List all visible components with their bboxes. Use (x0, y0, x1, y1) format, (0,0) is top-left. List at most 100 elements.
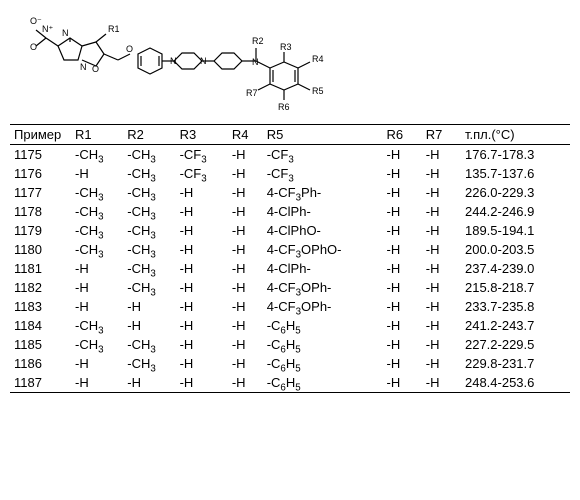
cell-r3: -H (176, 259, 228, 278)
cell-r1: -CH3 (71, 202, 123, 221)
cell-r6: -H (383, 278, 422, 297)
label-r1: R1 (108, 24, 120, 34)
atom-o: O (30, 42, 37, 52)
cell-r5: 4-CF3OPh- (263, 278, 383, 297)
cell-r7: -H (422, 354, 461, 373)
cell-ex: 1186 (10, 354, 71, 373)
cell-r4: -H (228, 316, 263, 335)
cell-r7: -H (422, 164, 461, 183)
cell-r5: -C6H5 (263, 316, 383, 335)
cell-r1: -H (71, 373, 123, 393)
cell-r1: -CH3 (71, 240, 123, 259)
cell-r1: -H (71, 354, 123, 373)
col-r1: R1 (71, 125, 123, 145)
cell-r4: -H (228, 278, 263, 297)
atom-n: N (170, 56, 177, 66)
cell-r4: -H (228, 202, 263, 221)
cell-r5: -CF3 (263, 145, 383, 165)
cell-r3: -H (176, 297, 228, 316)
chemical-structure: O⁻ O N⁺ N N O O N N N R1 R2 R3 R4 R5 R6 … (20, 10, 380, 115)
col-r4: R4 (228, 125, 263, 145)
col-r5: R5 (263, 125, 383, 145)
atom-o: O (126, 44, 133, 54)
cell-mp: 176.7-178.3 (461, 145, 570, 165)
cell-r3: -H (176, 354, 228, 373)
cell-ex: 1177 (10, 183, 71, 202)
cell-r4: -H (228, 297, 263, 316)
atom-n: N (200, 56, 207, 66)
cell-mp: 226.0-229.3 (461, 183, 570, 202)
table-row: 1187-H-H-H-H-C6H5-H-H248.4-253.6 (10, 373, 570, 393)
atom-n: N (62, 28, 69, 38)
compound-table: Пример R1 R2 R3 R4 R5 R6 R7 т.пл.(°C) 11… (10, 124, 570, 393)
label-r5: R5 (312, 86, 324, 96)
cell-r2: -CH3 (123, 202, 175, 221)
cell-r2: -CH3 (123, 259, 175, 278)
cell-r5: 4-ClPh- (263, 202, 383, 221)
table-row: 1179-CH3-CH3-H-H4-ClPhO--H-H189.5-194.1 (10, 221, 570, 240)
cell-r6: -H (383, 164, 422, 183)
cell-r1: -CH3 (71, 221, 123, 240)
cell-r7: -H (422, 221, 461, 240)
cell-r1: -H (71, 297, 123, 316)
cell-r6: -H (383, 221, 422, 240)
cell-r6: -H (383, 335, 422, 354)
cell-r3: -H (176, 183, 228, 202)
cell-r7: -H (422, 240, 461, 259)
cell-mp: 229.8-231.7 (461, 354, 570, 373)
atom-o: O (92, 64, 99, 74)
cell-ex: 1187 (10, 373, 71, 393)
cell-r4: -H (228, 145, 263, 165)
cell-r2: -CH3 (123, 164, 175, 183)
cell-r4: -H (228, 373, 263, 393)
cell-r6: -H (383, 316, 422, 335)
cell-ex: 1178 (10, 202, 71, 221)
cell-r4: -H (228, 164, 263, 183)
atom-n: N⁺ (42, 24, 53, 34)
cell-mp: 248.4-253.6 (461, 373, 570, 393)
table-row: 1182-H-CH3-H-H4-CF3OPh--H-H215.8-218.7 (10, 278, 570, 297)
cell-r5: 4-CF3OPhO- (263, 240, 383, 259)
table-row: 1181-H-CH3-H-H4-ClPh--H-H237.4-239.0 (10, 259, 570, 278)
cell-r6: -H (383, 240, 422, 259)
cell-r2: -H (123, 373, 175, 393)
cell-r5: -C6H5 (263, 373, 383, 393)
cell-r4: -H (228, 354, 263, 373)
col-r7: R7 (422, 125, 461, 145)
cell-r2: -CH3 (123, 240, 175, 259)
cell-mp: 215.8-218.7 (461, 278, 570, 297)
cell-r6: -H (383, 145, 422, 165)
cell-r6: -H (383, 297, 422, 316)
cell-r7: -H (422, 202, 461, 221)
cell-r5: 4-CF3OPh- (263, 297, 383, 316)
cell-r6: -H (383, 373, 422, 393)
cell-r1: -CH3 (71, 316, 123, 335)
cell-r2: -CH3 (123, 354, 175, 373)
cell-r2: -CH3 (123, 335, 175, 354)
cell-r7: -H (422, 297, 461, 316)
cell-r1: -H (71, 164, 123, 183)
cell-ex: 1176 (10, 164, 71, 183)
cell-ex: 1180 (10, 240, 71, 259)
table-row: 1180-CH3-CH3-H-H4-CF3OPhO--H-H200.0-203.… (10, 240, 570, 259)
cell-mp: 237.4-239.0 (461, 259, 570, 278)
col-example: Пример (10, 125, 71, 145)
cell-ex: 1179 (10, 221, 71, 240)
cell-r7: -H (422, 145, 461, 165)
cell-r7: -H (422, 278, 461, 297)
table-row: 1184-CH3-H-H-H-C6H5-H-H241.2-243.7 (10, 316, 570, 335)
cell-r2: -CH3 (123, 145, 175, 165)
cell-mp: 244.2-246.9 (461, 202, 570, 221)
cell-r2: -CH3 (123, 221, 175, 240)
cell-r3: -H (176, 373, 228, 393)
cell-r3: -H (176, 221, 228, 240)
cell-ex: 1175 (10, 145, 71, 165)
cell-mp: 227.2-229.5 (461, 335, 570, 354)
label-r3: R3 (280, 42, 292, 52)
cell-r5: -C6H5 (263, 354, 383, 373)
cell-r4: -H (228, 259, 263, 278)
table-row: 1186-H-CH3-H-H-C6H5-H-H229.8-231.7 (10, 354, 570, 373)
atom-o: O⁻ (30, 16, 42, 26)
cell-r5: -CF3 (263, 164, 383, 183)
label-r6: R6 (278, 102, 290, 112)
